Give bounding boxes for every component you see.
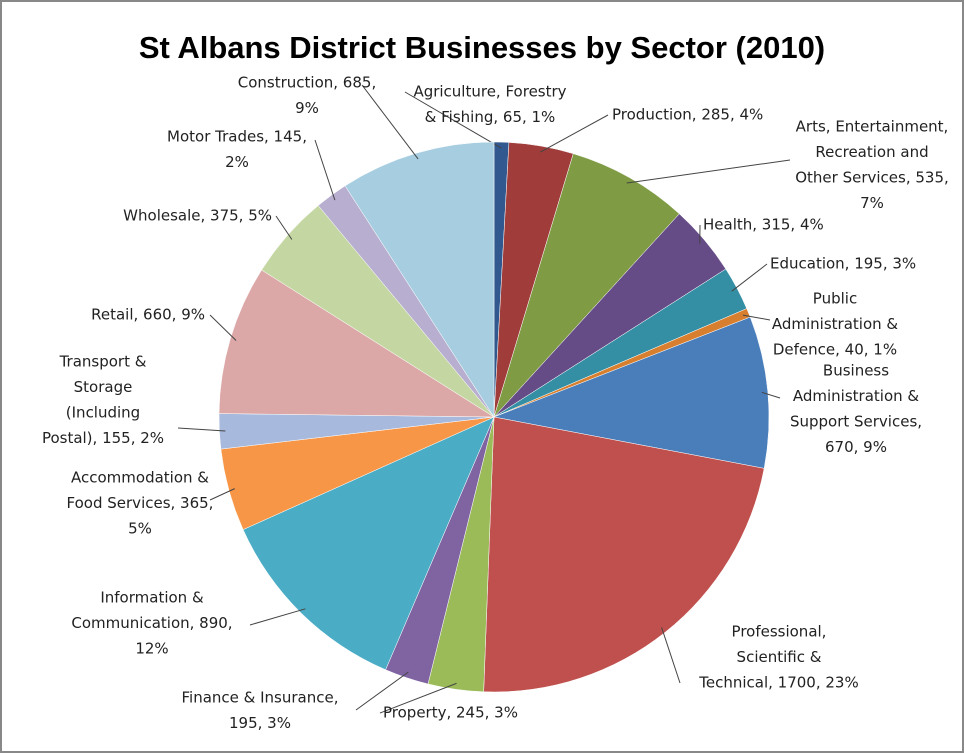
leader-line (209, 314, 237, 341)
data-label: Technical, 1700, 23% (698, 674, 858, 692)
leader-line (661, 627, 681, 684)
data-label: Property, 245, 3% (383, 704, 518, 722)
data-label: 670, 9% (825, 438, 887, 456)
data-label: (Including (66, 404, 140, 422)
leader-line (275, 215, 293, 240)
leader-line (249, 608, 306, 626)
pie-slice (218, 269, 495, 418)
data-label: Health, 315, 4% (703, 216, 824, 234)
data-label: Food Services, 365, (67, 494, 214, 512)
data-label: Other Services, 535, (795, 169, 949, 187)
data-label: Finance & Insurance, (182, 689, 339, 707)
data-label: Recreation and (815, 143, 928, 161)
data-label: Motor Trades, 145, (167, 128, 307, 146)
data-label: 195, 3% (229, 714, 291, 732)
leader-line (626, 159, 791, 184)
leader-line (379, 682, 457, 714)
pie-slice (344, 141, 495, 418)
leader-line (314, 139, 336, 201)
leader-line (404, 91, 502, 149)
data-label: Transport & (59, 353, 147, 371)
pie-slice (493, 153, 680, 418)
data-label: Education, 195, 3% (770, 255, 916, 273)
pie-slice (242, 416, 495, 671)
data-label: Administration & (772, 315, 899, 333)
data-label: Agriculture, Forestry (413, 83, 566, 101)
data-label: Professional, (732, 623, 827, 641)
leader-line (761, 391, 781, 399)
leader-line (361, 84, 419, 160)
leader-line (731, 263, 768, 292)
pie-slice (483, 416, 765, 693)
data-label: Communication, 890, (71, 614, 232, 632)
data-label: 9% (295, 99, 319, 117)
data-label: Defence, 40, 1% (773, 341, 897, 359)
data-label: Production, 285, 4% (612, 106, 763, 124)
data-label: 7% (860, 194, 884, 212)
data-label: Arts, Entertainment, (796, 118, 949, 136)
data-label: Storage (74, 378, 133, 396)
data-label: Wholesale, 375, 5% (123, 207, 272, 225)
leader-line (209, 488, 235, 501)
data-label: Support Services, (790, 413, 922, 431)
data-label: Scientific & (737, 648, 822, 666)
leader-line (742, 314, 771, 321)
data-label: 2% (225, 153, 249, 171)
data-label: & Fishing, 65, 1% (425, 108, 556, 126)
data-label: Accommodation & (71, 469, 209, 487)
data-label: Information & (100, 589, 204, 607)
data-label: 5% (128, 520, 152, 538)
data-label: 12% (135, 640, 168, 658)
data-label: Public (813, 290, 857, 308)
data-label: Construction, 685, (238, 74, 376, 92)
leader-line (540, 114, 609, 153)
data-label: Administration & (793, 387, 920, 405)
leader-line (355, 671, 409, 711)
leader-line (177, 427, 226, 432)
chart-title: St Albans District Businesses by Sector … (139, 30, 825, 65)
data-label: Retail, 660, 9% (91, 306, 205, 324)
pie-slice (493, 316, 770, 469)
data-label: Postal), 155, 2% (42, 429, 164, 447)
data-label: Business (823, 362, 889, 380)
